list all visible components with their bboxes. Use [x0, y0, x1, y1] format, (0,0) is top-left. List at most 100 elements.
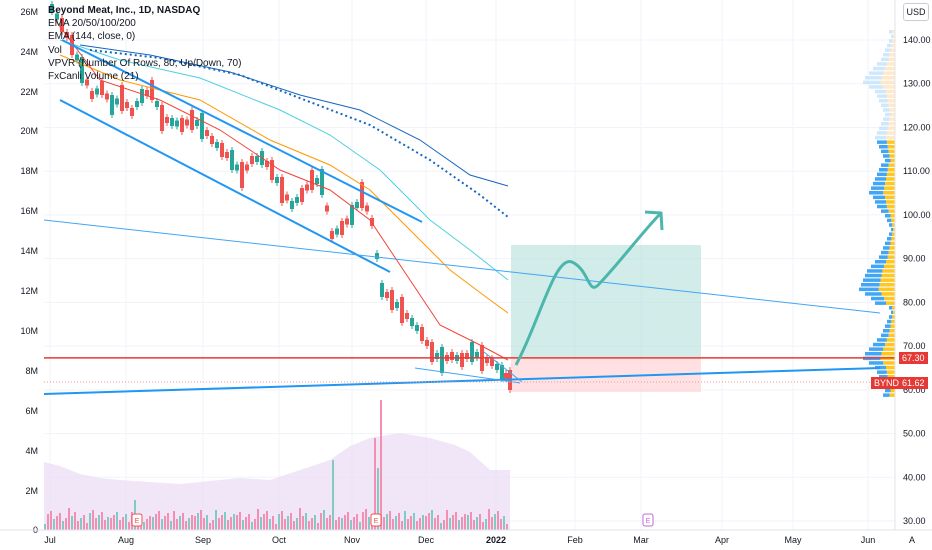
volume-profile-bar — [881, 333, 889, 338]
volume-bar — [188, 518, 190, 530]
volume-profile-bar — [887, 319, 892, 324]
candle — [220, 143, 224, 157]
volume-profile-bar — [888, 209, 895, 213]
auto-scale-button[interactable]: A — [908, 535, 915, 545]
resistance-price-tag: 67.30 — [899, 352, 928, 364]
volume-bar — [338, 517, 340, 530]
volume-profile-bar — [887, 237, 892, 241]
candle — [405, 313, 409, 319]
legend-title[interactable]: Beyond Meat, Inc., 1D, NASDAQ — [48, 5, 201, 16]
volume-profile-bar — [885, 112, 891, 117]
candle — [330, 231, 334, 239]
candle — [210, 136, 214, 144]
volume-profile-bar — [877, 338, 887, 342]
volume-bar — [191, 515, 193, 530]
projection-arrowhead — [644, 210, 664, 231]
volume-bar — [353, 517, 355, 530]
volume-bar — [407, 519, 409, 530]
candle — [390, 290, 394, 310]
volume-bar — [467, 515, 469, 530]
earnings-marker-label: E — [374, 518, 379, 525]
volume-profile-bar — [892, 306, 895, 310]
candle — [195, 120, 199, 126]
volume-bar — [443, 520, 445, 530]
currency-button[interactable]: USD — [903, 3, 929, 21]
volume-bar — [161, 519, 163, 530]
volume-profile-bar — [890, 158, 895, 163]
volume-bar — [425, 516, 427, 530]
volume-profile-bar — [877, 140, 887, 144]
volume-profile-bar — [867, 269, 883, 273]
volume-profile-bar — [877, 94, 887, 98]
candle — [295, 197, 299, 203]
candle — [310, 170, 314, 190]
ema100-line — [59, 39, 509, 281]
volume-bar — [56, 516, 58, 530]
volume-profile-bar — [889, 117, 895, 121]
left-axis-label: 22M — [20, 87, 38, 97]
volume-bar — [290, 513, 292, 530]
volume-profile-bar — [869, 361, 884, 365]
volume-profile-bar — [863, 80, 881, 85]
volume-bar — [401, 521, 403, 530]
candle — [360, 182, 364, 208]
candle — [85, 79, 89, 86]
volume-profile-bar — [881, 250, 889, 255]
volume-bar — [80, 518, 82, 530]
candle — [435, 353, 439, 359]
volume-bar — [320, 513, 322, 530]
legend-vol[interactable]: Vol — [48, 44, 62, 56]
volume-profile-bar — [886, 260, 895, 264]
volume-bar — [365, 509, 367, 530]
legend-fx[interactable]: FxCanli Volume (21) — [48, 71, 139, 83]
candle — [440, 347, 444, 373]
volume-bar — [251, 522, 253, 530]
volume-profile-bar — [887, 218, 892, 223]
candle — [420, 327, 424, 341]
time-axis-label: Jul — [44, 535, 56, 545]
volume-profile-bar — [883, 154, 890, 158]
volume-profile-bar — [878, 287, 895, 292]
volume-profile-bar — [890, 241, 895, 246]
volume-bar — [359, 522, 361, 530]
ema200-line — [79, 44, 509, 187]
volume-bar — [263, 514, 265, 530]
legend-ema[interactable]: EMA 20/50/100/200 — [48, 18, 136, 30]
candle — [335, 228, 339, 235]
volume-bar — [362, 512, 364, 530]
volume-bar — [209, 523, 211, 530]
volume-bar — [119, 520, 121, 530]
volume-profile-bar — [873, 66, 886, 71]
candle — [205, 130, 209, 136]
volume-profile-bar — [859, 287, 879, 292]
volume-profile-bar — [892, 223, 895, 227]
candle — [475, 352, 479, 358]
volume-profile-bar — [881, 122, 889, 126]
candle — [190, 110, 194, 130]
volume-profile-bar — [861, 283, 880, 287]
volume-profile-bar — [871, 186, 885, 190]
volume-bar — [248, 514, 250, 530]
volume-bar — [449, 518, 451, 530]
volume-profile-bar — [883, 53, 890, 57]
volume-profile-bar — [888, 333, 895, 338]
candle — [50, 4, 54, 12]
candle — [150, 80, 154, 100]
legend-ema2[interactable]: EMA (144, close, 0) — [48, 31, 136, 43]
volume-profile-bar — [892, 315, 895, 319]
volume-bar — [149, 516, 151, 530]
volume-profile-bar — [881, 57, 889, 62]
volume-bar — [497, 511, 499, 530]
volume-profile-bar — [877, 172, 887, 177]
candle — [365, 205, 369, 212]
candle — [385, 292, 389, 298]
candle — [430, 342, 434, 362]
volume-bar — [185, 521, 187, 530]
candle — [165, 117, 169, 123]
volume-profile-bar — [883, 393, 890, 397]
volume-profile-bar — [887, 99, 895, 103]
legend-vpvr[interactable]: VPVR (Number Of Rows, 80, Up/Down, 70) — [48, 57, 242, 69]
volume-bar — [167, 513, 169, 530]
volume-bar — [494, 514, 496, 530]
